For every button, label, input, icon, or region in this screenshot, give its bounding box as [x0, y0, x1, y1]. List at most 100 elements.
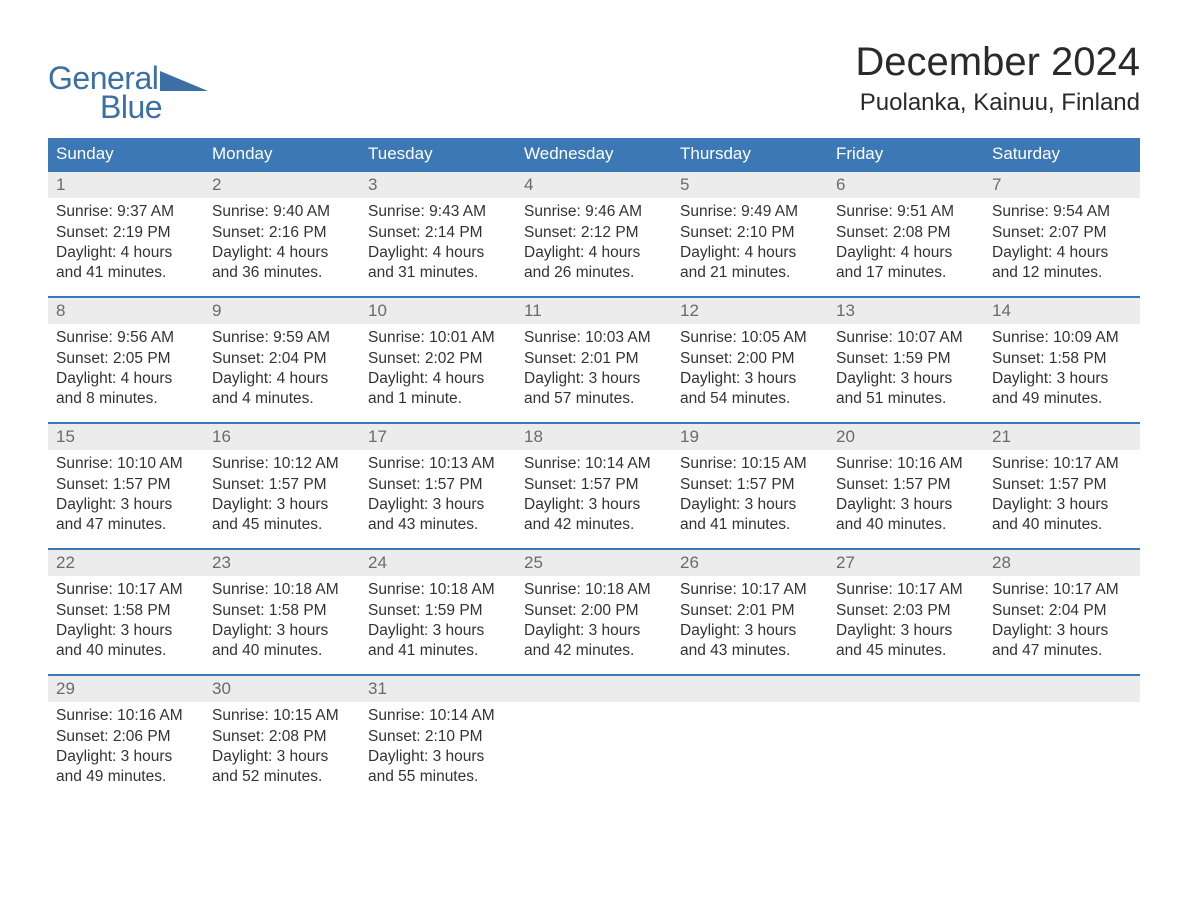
day-number: 30	[204, 674, 360, 702]
day-details: Sunrise: 10:13 AMSunset: 1:57 PMDaylight…	[360, 450, 516, 542]
day-details: Sunrise: 9:54 AMSunset: 2:07 PMDaylight:…	[984, 198, 1140, 290]
calendar-cell: 9Sunrise: 9:59 AMSunset: 2:04 PMDaylight…	[204, 296, 360, 422]
sunrise-line: Sunrise: 9:56 AM	[56, 328, 196, 348]
calendar-cell	[828, 674, 984, 800]
daylight-line: Daylight: 3 hours and 55 minutes.	[368, 747, 508, 788]
sunrise-line: Sunrise: 10:07 AM	[836, 328, 976, 348]
logo-word-2: Blue	[100, 89, 162, 126]
calendar-cell: 5Sunrise: 9:49 AMSunset: 2:10 PMDaylight…	[672, 170, 828, 296]
sunrise-line: Sunrise: 10:17 AM	[680, 580, 820, 600]
sunset-line: Sunset: 2:01 PM	[680, 601, 820, 621]
sunset-line: Sunset: 1:57 PM	[212, 475, 352, 495]
daylight-line: Daylight: 4 hours and 12 minutes.	[992, 243, 1132, 284]
sunrise-line: Sunrise: 10:14 AM	[368, 706, 508, 726]
sunset-line: Sunset: 2:01 PM	[524, 349, 664, 369]
sunrise-line: Sunrise: 9:46 AM	[524, 202, 664, 222]
daylight-line: Daylight: 3 hours and 47 minutes.	[56, 495, 196, 536]
day-details: Sunrise: 10:17 AMSunset: 2:03 PMDaylight…	[828, 576, 984, 668]
calendar-cell: 24Sunrise: 10:18 AMSunset: 1:59 PMDaylig…	[360, 548, 516, 674]
calendar-cell: 13Sunrise: 10:07 AMSunset: 1:59 PMDaylig…	[828, 296, 984, 422]
day-details: Sunrise: 10:15 AMSunset: 1:57 PMDaylight…	[672, 450, 828, 542]
calendar-cell: 12Sunrise: 10:05 AMSunset: 2:00 PMDaylig…	[672, 296, 828, 422]
day-number: 12	[672, 296, 828, 324]
day-details: Sunrise: 10:18 AMSunset: 1:58 PMDaylight…	[204, 576, 360, 668]
day-details: Sunrise: 9:40 AMSunset: 2:16 PMDaylight:…	[204, 198, 360, 290]
day-number: 3	[360, 170, 516, 198]
calendar-cell: 19Sunrise: 10:15 AMSunset: 1:57 PMDaylig…	[672, 422, 828, 548]
daylight-line: Daylight: 4 hours and 31 minutes.	[368, 243, 508, 284]
sunrise-line: Sunrise: 10:12 AM	[212, 454, 352, 474]
weekday-header: Monday	[204, 138, 360, 170]
day-number: 9	[204, 296, 360, 324]
weekday-header: Tuesday	[360, 138, 516, 170]
daylight-line: Daylight: 4 hours and 36 minutes.	[212, 243, 352, 284]
sunrise-line: Sunrise: 10:01 AM	[368, 328, 508, 348]
day-details: Sunrise: 10:17 AMSunset: 2:04 PMDaylight…	[984, 576, 1140, 668]
weekday-header: Saturday	[984, 138, 1140, 170]
calendar-cell: 2Sunrise: 9:40 AMSunset: 2:16 PMDaylight…	[204, 170, 360, 296]
day-details: Sunrise: 10:18 AMSunset: 2:00 PMDaylight…	[516, 576, 672, 668]
calendar-cell: 10Sunrise: 10:01 AMSunset: 2:02 PMDaylig…	[360, 296, 516, 422]
calendar-cell	[672, 674, 828, 800]
sunrise-line: Sunrise: 9:59 AM	[212, 328, 352, 348]
weekday-header: Wednesday	[516, 138, 672, 170]
sunrise-line: Sunrise: 10:09 AM	[992, 328, 1132, 348]
calendar-row: 8Sunrise: 9:56 AMSunset: 2:05 PMDaylight…	[48, 296, 1140, 422]
day-number: 8	[48, 296, 204, 324]
calendar-cell: 22Sunrise: 10:17 AMSunset: 1:58 PMDaylig…	[48, 548, 204, 674]
calendar-row: 29Sunrise: 10:16 AMSunset: 2:06 PMDaylig…	[48, 674, 1140, 800]
calendar-cell: 1Sunrise: 9:37 AMSunset: 2:19 PMDaylight…	[48, 170, 204, 296]
day-details	[516, 702, 672, 712]
day-number: 28	[984, 548, 1140, 576]
day-number: 13	[828, 296, 984, 324]
sunrise-line: Sunrise: 10:17 AM	[992, 580, 1132, 600]
calendar-cell: 14Sunrise: 10:09 AMSunset: 1:58 PMDaylig…	[984, 296, 1140, 422]
day-number: 25	[516, 548, 672, 576]
daylight-line: Daylight: 4 hours and 1 minute.	[368, 369, 508, 410]
title-block: December 2024 Puolanka, Kainuu, Finland	[855, 40, 1140, 117]
logo-sail-icon	[160, 71, 208, 91]
sunset-line: Sunset: 1:59 PM	[368, 601, 508, 621]
weekday-header: Sunday	[48, 138, 204, 170]
day-number: 17	[360, 422, 516, 450]
sunset-line: Sunset: 2:06 PM	[56, 727, 196, 747]
calendar-cell: 29Sunrise: 10:16 AMSunset: 2:06 PMDaylig…	[48, 674, 204, 800]
daylight-line: Daylight: 3 hours and 40 minutes.	[836, 495, 976, 536]
sunrise-line: Sunrise: 10:03 AM	[524, 328, 664, 348]
day-number: 21	[984, 422, 1140, 450]
sunrise-line: Sunrise: 10:15 AM	[212, 706, 352, 726]
sunrise-line: Sunrise: 10:16 AM	[836, 454, 976, 474]
daylight-line: Daylight: 3 hours and 43 minutes.	[680, 621, 820, 662]
daylight-line: Daylight: 3 hours and 40 minutes.	[56, 621, 196, 662]
sunrise-line: Sunrise: 9:51 AM	[836, 202, 976, 222]
day-details: Sunrise: 10:15 AMSunset: 2:08 PMDaylight…	[204, 702, 360, 794]
sunrise-line: Sunrise: 10:17 AM	[992, 454, 1132, 474]
weekday-header-row: Sunday Monday Tuesday Wednesday Thursday…	[48, 138, 1140, 170]
day-details: Sunrise: 10:14 AMSunset: 1:57 PMDaylight…	[516, 450, 672, 542]
day-details	[828, 702, 984, 712]
day-details: Sunrise: 10:17 AMSunset: 1:57 PMDaylight…	[984, 450, 1140, 542]
calendar-cell: 20Sunrise: 10:16 AMSunset: 1:57 PMDaylig…	[828, 422, 984, 548]
day-details: Sunrise: 9:49 AMSunset: 2:10 PMDaylight:…	[672, 198, 828, 290]
day-details	[984, 702, 1140, 712]
day-details: Sunrise: 9:59 AMSunset: 2:04 PMDaylight:…	[204, 324, 360, 416]
location-text: Puolanka, Kainuu, Finland	[855, 89, 1140, 117]
calendar-row: 22Sunrise: 10:17 AMSunset: 1:58 PMDaylig…	[48, 548, 1140, 674]
sunset-line: Sunset: 1:58 PM	[56, 601, 196, 621]
day-details: Sunrise: 10:10 AMSunset: 1:57 PMDaylight…	[48, 450, 204, 542]
daylight-line: Daylight: 3 hours and 54 minutes.	[680, 369, 820, 410]
day-details: Sunrise: 10:12 AMSunset: 1:57 PMDaylight…	[204, 450, 360, 542]
day-number: 6	[828, 170, 984, 198]
day-number	[516, 674, 672, 702]
sunset-line: Sunset: 2:03 PM	[836, 601, 976, 621]
day-number: 24	[360, 548, 516, 576]
day-number: 29	[48, 674, 204, 702]
day-number: 31	[360, 674, 516, 702]
sunrise-line: Sunrise: 10:15 AM	[680, 454, 820, 474]
calendar-cell: 3Sunrise: 9:43 AMSunset: 2:14 PMDaylight…	[360, 170, 516, 296]
day-number: 22	[48, 548, 204, 576]
day-details: Sunrise: 10:09 AMSunset: 1:58 PMDaylight…	[984, 324, 1140, 416]
sunset-line: Sunset: 1:57 PM	[524, 475, 664, 495]
day-number: 20	[828, 422, 984, 450]
day-details: Sunrise: 10:01 AMSunset: 2:02 PMDaylight…	[360, 324, 516, 416]
